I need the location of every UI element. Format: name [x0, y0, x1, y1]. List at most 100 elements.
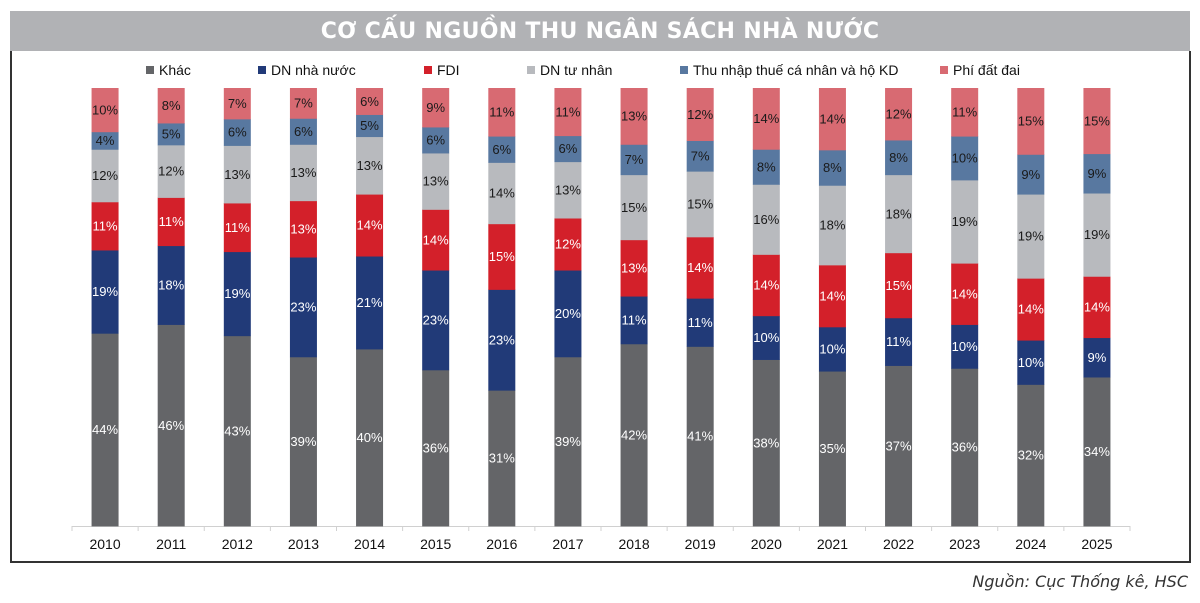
data-label-khac-2024: 32%	[1018, 448, 1044, 463]
x-tick-label-2018: 2018	[618, 536, 649, 552]
bar-group-2022: 37% 11% 15% 18% 8% 12%	[885, 88, 913, 527]
bar-segment-phi-dat-dai-2011	[157, 88, 185, 124]
bar-segment-phi-dat-dai-2019	[686, 88, 714, 141]
bar-segment-dn-nha-nuoc-2012	[223, 251, 251, 337]
bar-segment-dn-nha-nuoc-2022	[885, 317, 913, 366]
data-label-khac-2021: 35%	[819, 441, 845, 456]
legend-label: Khác	[159, 62, 191, 78]
bar-segment-fdi-2016	[488, 223, 516, 290]
bar-segment-fdi-2014	[356, 194, 384, 257]
bar-segment-dn-nha-nuoc-2016	[488, 289, 516, 391]
legend-swatch-icon	[940, 66, 948, 74]
data-label-fdi-2021: 14%	[819, 288, 845, 303]
data-label-phi-dat-dai-2012: 7%	[228, 96, 247, 111]
data-label-khac-2025: 34%	[1084, 444, 1110, 459]
data-label-thu-nhap-thue-ca-nhan-va-ho-kd-2015: 6%	[426, 133, 445, 148]
bar-group-2018: 42% 11% 13% 15% 7% 13%	[620, 88, 648, 527]
bar-segment-dn-nha-nuoc-2025	[1083, 337, 1111, 378]
data-label-dn-tu-nhan-2013: 13%	[290, 165, 316, 180]
bar-segment-dn-nha-nuoc-2017	[554, 270, 582, 358]
data-label-dn-tu-nhan-2016: 14%	[489, 186, 515, 201]
data-label-dn-tu-nhan-2024: 19%	[1018, 229, 1044, 244]
bar-segment-dn-nha-nuoc-2013	[289, 257, 317, 358]
bar-segment-dn-nha-nuoc-2021	[818, 326, 846, 372]
data-label-fdi-2012: 11%	[225, 220, 250, 235]
data-label-khac-2020: 38%	[753, 435, 779, 450]
x-tick-label-2020: 2020	[751, 536, 782, 552]
data-label-fdi-2013: 13%	[290, 221, 316, 236]
bar-segment-phi-dat-dai-2022	[885, 88, 913, 141]
bar-segment-khac-2024	[1017, 384, 1045, 527]
bar-segment-thu-nhap-thue-ca-nhan-va-ho-kd-2016	[488, 136, 516, 163]
bar-segment-thu-nhap-thue-ca-nhan-va-ho-kd-2022	[885, 140, 913, 176]
bar-segment-fdi-2018	[620, 239, 648, 297]
data-label-dn-nha-nuoc-2016: 23%	[489, 332, 515, 347]
data-label-thu-nhap-thue-ca-nhan-va-ho-kd-2020: 8%	[757, 159, 776, 174]
legend-swatch-icon	[680, 66, 688, 74]
bar-group-2020: 38% 10% 14% 16% 8% 14%	[752, 88, 780, 527]
x-tick-label-2022: 2022	[883, 536, 914, 552]
legend-label: FDI	[437, 62, 460, 78]
data-label-thu-nhap-thue-ca-nhan-va-ho-kd-2022: 8%	[889, 150, 908, 165]
data-label-phi-dat-dai-2023: 11%	[952, 105, 977, 120]
bar-segment-thu-nhap-thue-ca-nhan-va-ho-kd-2011	[157, 123, 185, 146]
chart-title: CƠ CẤU NGUỒN THU NGÂN SÁCH NHÀ NƯỚC	[320, 18, 880, 44]
data-label-phi-dat-dai-2019: 12%	[687, 107, 713, 122]
bar-segment-dn-nha-nuoc-2011	[157, 245, 185, 325]
data-label-phi-dat-dai-2016: 11%	[489, 105, 514, 120]
data-label-dn-tu-nhan-2021: 18%	[819, 218, 845, 233]
bar-segment-phi-dat-dai-2017	[554, 88, 582, 137]
x-tick-label-2024: 2024	[1015, 536, 1046, 552]
legend-item: Thu nhập thuế cá nhân và hộ KD	[680, 62, 898, 78]
bar-segment-phi-dat-dai-2016	[488, 88, 516, 137]
bar-segment-dn-tu-nhan-2010	[91, 149, 119, 203]
bar-group-2017: 39% 20% 12% 13% 6% 11%	[554, 88, 582, 527]
data-label-fdi-2023: 14%	[952, 286, 978, 301]
data-label-dn-nha-nuoc-2019: 11%	[688, 315, 713, 330]
data-label-phi-dat-dai-2021: 14%	[819, 111, 845, 126]
x-tick-label-2011: 2011	[156, 536, 186, 552]
data-label-dn-tu-nhan-2014: 13%	[357, 158, 383, 173]
data-label-thu-nhap-thue-ca-nhan-va-ho-kd-2019: 7%	[691, 148, 710, 163]
bar-segment-thu-nhap-thue-ca-nhan-va-ho-kd-2021	[818, 149, 846, 186]
bar-group-2019: 41% 11% 14% 15% 7% 12%	[686, 88, 714, 527]
bar-segment-dn-tu-nhan-2011	[157, 144, 185, 198]
data-label-dn-nha-nuoc-2020: 10%	[753, 330, 779, 345]
data-label-fdi-2010: 11%	[93, 218, 118, 233]
data-label-dn-nha-nuoc-2015: 23%	[423, 313, 449, 328]
data-label-thu-nhap-thue-ca-nhan-va-ho-kd-2010: 4%	[96, 133, 115, 148]
bar-segment-dn-tu-nhan-2015	[422, 153, 450, 210]
bar-segment-khac-2014	[356, 349, 384, 527]
data-label-khac-2019: 41%	[687, 429, 713, 444]
data-label-thu-nhap-thue-ca-nhan-va-ho-kd-2014: 5%	[360, 118, 379, 133]
bar-group-2011: 46% 18% 11% 12% 5% 8%	[157, 88, 185, 527]
bar-segment-fdi-2017	[554, 218, 582, 271]
x-tick-label-2021: 2021	[817, 536, 848, 552]
bar-segment-khac-2015	[422, 369, 450, 527]
data-label-khac-2017: 39%	[555, 434, 581, 449]
data-label-dn-tu-nhan-2010: 12%	[92, 168, 118, 183]
bar-group-2025: 34% 9% 14% 19% 9% 15%	[1083, 88, 1111, 527]
bar-segment-dn-tu-nhan-2019	[686, 171, 714, 238]
bar-segment-phi-dat-dai-2010	[91, 88, 119, 133]
data-label-khac-2014: 40%	[357, 430, 383, 445]
bar-segment-phi-dat-dai-2025	[1083, 88, 1111, 155]
bar-group-2016: 31% 23% 15% 14% 6% 11%	[488, 88, 516, 527]
data-label-fdi-2014: 14%	[357, 218, 383, 233]
data-label-dn-tu-nhan-2025: 19%	[1084, 227, 1110, 242]
bar-segment-thu-nhap-thue-ca-nhan-va-ho-kd-2024	[1017, 154, 1045, 195]
bar-segment-thu-nhap-thue-ca-nhan-va-ho-kd-2010	[91, 131, 119, 150]
bar-segment-khac-2017	[554, 356, 582, 527]
data-label-phi-dat-dai-2025: 15%	[1084, 113, 1110, 128]
bar-segment-dn-tu-nhan-2023	[951, 179, 979, 264]
bar-segment-dn-tu-nhan-2021	[818, 185, 846, 266]
legend-swatch-icon	[424, 66, 432, 74]
data-label-thu-nhap-thue-ca-nhan-va-ho-kd-2024: 9%	[1021, 167, 1040, 182]
bar-segment-thu-nhap-thue-ca-nhan-va-ho-kd-2013	[289, 118, 317, 145]
bar-segment-khac-2018	[620, 343, 648, 527]
bar-segment-fdi-2019	[686, 236, 714, 299]
data-label-dn-tu-nhan-2011: 12%	[158, 164, 184, 179]
data-label-khac-2012: 43%	[224, 423, 250, 438]
data-label-dn-nha-nuoc-2025: 9%	[1088, 350, 1107, 365]
data-label-dn-nha-nuoc-2024: 10%	[1018, 355, 1044, 370]
